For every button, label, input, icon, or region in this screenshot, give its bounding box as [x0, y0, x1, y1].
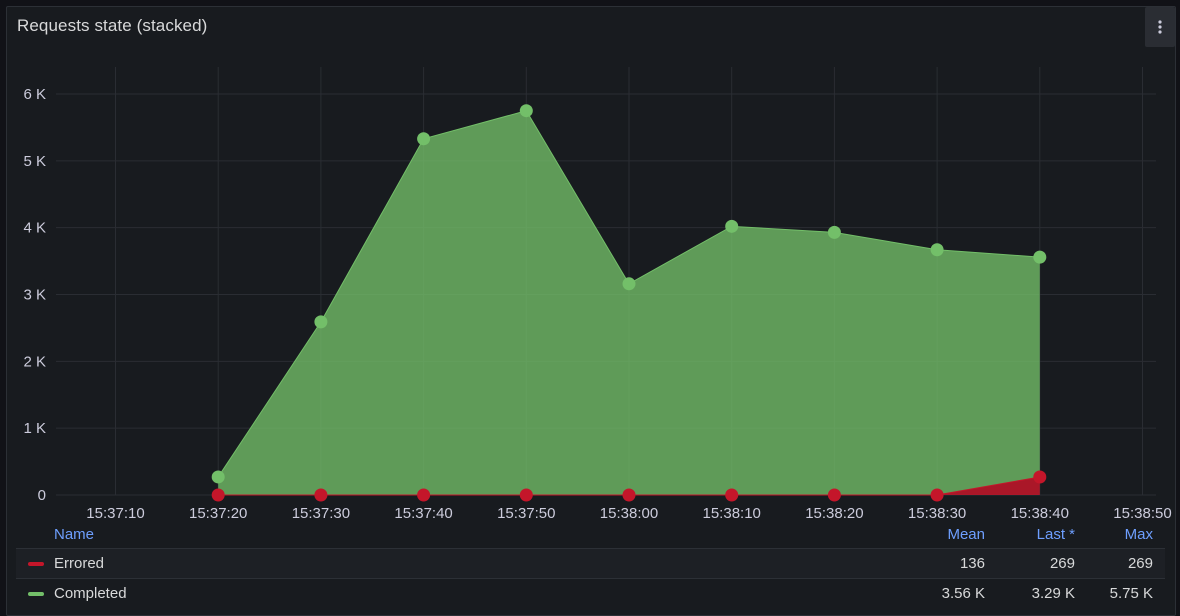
legend-table: Name Mean Last * Max Errored 136 269 269… [16, 522, 1165, 608]
x-tick-label: 15:38:30 [908, 505, 966, 522]
x-tick-label: 15:38:50 [1113, 505, 1171, 522]
x-tick-label: 15:37:10 [86, 505, 144, 522]
x-tick-label: 15:38:00 [600, 505, 658, 522]
x-tick-label: 15:38:20 [805, 505, 863, 522]
legend-mean-value: 136 [959, 555, 985, 572]
legend-last-value: 3.29 K [1031, 585, 1075, 602]
data-point-completed [725, 219, 739, 233]
data-point-errored [930, 488, 944, 502]
legend-row-completed[interactable]: Completed 3.56 K 3.29 K 5.75 K [16, 578, 1165, 608]
data-point-errored [211, 488, 225, 502]
x-tick-label: 15:37:40 [394, 505, 452, 522]
data-point-errored [1033, 470, 1047, 484]
legend-header-name[interactable]: Name [54, 526, 95, 543]
legend-header-mean[interactable]: Mean [947, 526, 985, 543]
legend-series-name[interactable]: Completed [54, 585, 127, 602]
legend-series-name[interactable]: Errored [54, 555, 105, 572]
data-point-completed [827, 225, 841, 239]
y-tick-label: 4 K [23, 220, 46, 237]
y-tick-label: 1 K [23, 420, 46, 437]
x-tick-label: 15:37:20 [189, 505, 247, 522]
legend-row-errored[interactable]: Errored 136 269 269 [16, 548, 1165, 578]
data-point-completed [519, 104, 533, 118]
data-point-completed [417, 132, 431, 146]
data-point-completed [930, 243, 944, 257]
data-point-errored [622, 488, 636, 502]
data-point-completed [622, 277, 636, 291]
data-point-completed [1033, 250, 1047, 264]
y-tick-label: 2 K [23, 353, 46, 370]
series-area-errored [218, 477, 1040, 495]
data-point-completed [211, 470, 225, 484]
kebab-menu-icon [1158, 20, 1162, 34]
data-point-completed [314, 315, 328, 329]
stacked-area-chart: 15:37:10 15:37:20 15:37:30 15:37:40 15:37:50… [23, 67, 1172, 522]
series-color-swatch [28, 562, 44, 566]
panel-menu-button[interactable] [1145, 7, 1175, 47]
series-color-swatch [28, 592, 44, 596]
legend-max-value: 5.75 K [1109, 585, 1153, 602]
data-point-errored [417, 488, 431, 502]
data-point-errored [519, 488, 533, 502]
y-tick-label: 6 K [23, 86, 46, 103]
data-point-errored [827, 488, 841, 502]
data-point-errored [725, 488, 739, 502]
x-tick-label: 15:37:50 [497, 505, 555, 522]
series-area-completed [218, 110, 1040, 495]
y-tick-label: 3 K [23, 287, 46, 304]
y-tick-label: 5 K [23, 153, 46, 170]
data-point-errored [314, 488, 328, 502]
panel-title: Requests state (stacked) [17, 16, 208, 35]
legend-header-last[interactable]: Last * [1036, 526, 1075, 543]
legend-header-max[interactable]: Max [1124, 526, 1153, 543]
legend-mean-value: 3.56 K [941, 585, 985, 602]
x-tick-label: 15:38:40 [1011, 505, 1069, 522]
y-tick-label: 0 [38, 487, 46, 504]
x-tick-label: 15:38:10 [703, 505, 761, 522]
legend-max-value: 269 [1127, 555, 1153, 572]
legend-last-value: 269 [1049, 555, 1075, 572]
legend-header: Name Mean Last * Max [16, 522, 1165, 548]
x-tick-label: 15:37:30 [292, 505, 350, 522]
